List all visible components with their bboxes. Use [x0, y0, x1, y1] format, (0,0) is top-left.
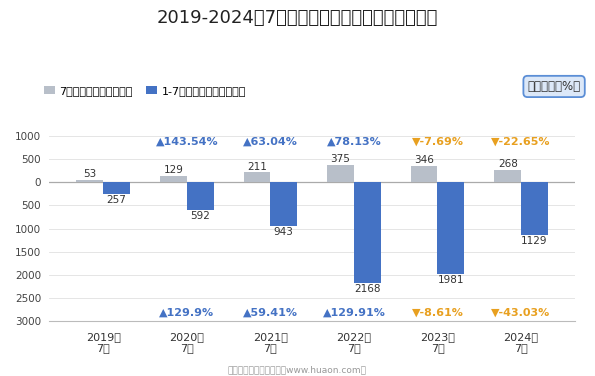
Bar: [437, 182, 464, 274]
Text: 346: 346: [414, 155, 434, 165]
Text: 53: 53: [83, 169, 96, 179]
Bar: [354, 182, 381, 283]
Text: ▲59.41%: ▲59.41%: [243, 308, 298, 318]
Text: 211: 211: [247, 162, 267, 171]
Bar: [103, 182, 130, 194]
Text: 2168: 2168: [354, 284, 381, 294]
Bar: [327, 165, 354, 182]
Text: 592: 592: [190, 211, 210, 221]
Text: 1981: 1981: [437, 275, 464, 285]
Text: 同比增速（%）: 同比增速（%）: [528, 80, 581, 93]
Bar: [521, 182, 548, 235]
Text: ▼-7.69%: ▼-7.69%: [412, 137, 464, 147]
Text: ▲129.91%: ▲129.91%: [322, 308, 386, 318]
Text: 1129: 1129: [521, 236, 547, 246]
Bar: [494, 170, 521, 182]
Text: ▼-22.65%: ▼-22.65%: [491, 137, 551, 147]
Bar: [243, 172, 270, 182]
Text: 257: 257: [107, 195, 127, 205]
Text: ▲78.13%: ▲78.13%: [327, 137, 381, 147]
Legend: 7月期权成交量（万手）, 1-7月期权成交量（万手）: 7月期权成交量（万手）, 1-7月期权成交量（万手）: [44, 85, 246, 96]
Text: 268: 268: [498, 159, 518, 169]
Text: ▼-43.03%: ▼-43.03%: [491, 308, 551, 318]
Text: ▲63.04%: ▲63.04%: [243, 137, 298, 147]
Text: 943: 943: [274, 227, 294, 237]
Bar: [160, 176, 187, 182]
Text: ▲129.9%: ▲129.9%: [159, 308, 214, 318]
Text: 2019-2024年7月大连商品交易所玉米期权成交量: 2019-2024年7月大连商品交易所玉米期权成交量: [157, 9, 438, 27]
Bar: [411, 166, 437, 182]
Bar: [187, 182, 214, 210]
Text: ▼-8.61%: ▼-8.61%: [412, 308, 464, 318]
Text: 375: 375: [331, 154, 350, 164]
Bar: [77, 180, 103, 182]
Text: ▲143.54%: ▲143.54%: [155, 137, 218, 147]
Bar: [270, 182, 297, 226]
Text: 129: 129: [164, 165, 183, 176]
Text: 制图：华经产业研究院（www.huaon.com）: 制图：华经产业研究院（www.huaon.com）: [228, 365, 367, 374]
